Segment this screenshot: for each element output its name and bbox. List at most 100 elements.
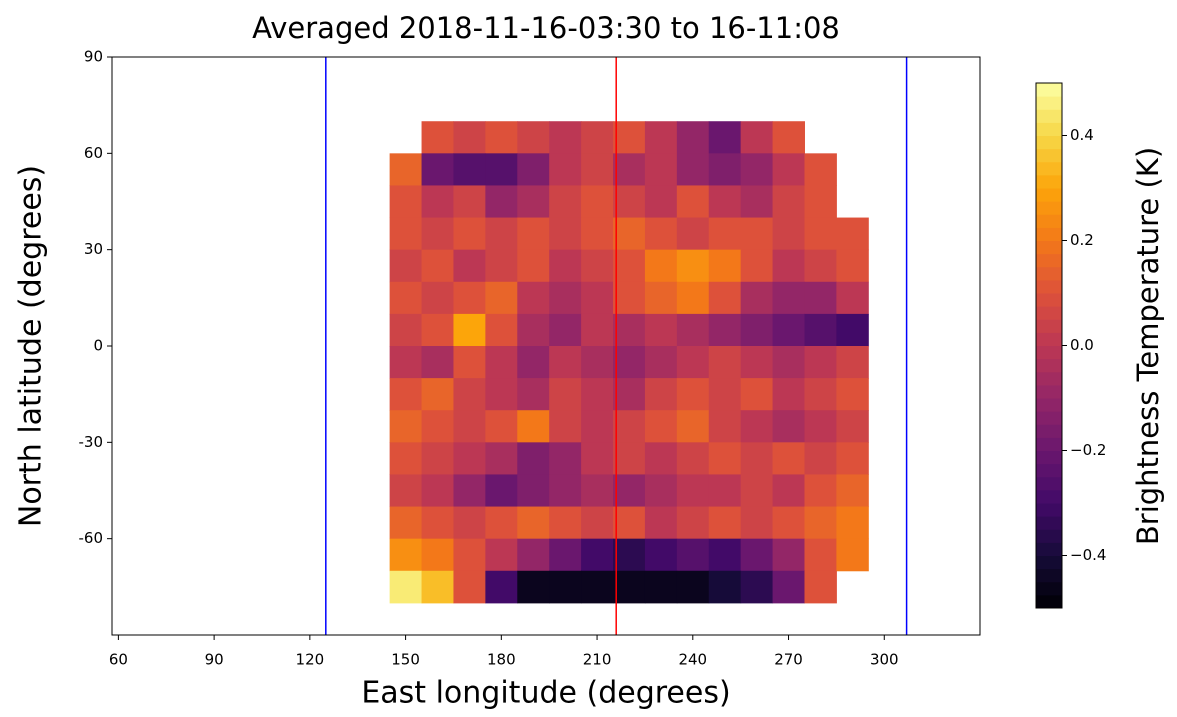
heat-cell <box>613 346 646 379</box>
heat-cell <box>772 538 805 572</box>
heat-cell <box>485 249 518 283</box>
colorbar-band <box>1036 581 1062 596</box>
heat-cell <box>485 153 518 186</box>
heat-cell <box>485 281 518 315</box>
heat-cell <box>676 217 710 251</box>
colorbar-band <box>1036 463 1062 478</box>
x-tick-label: 90 <box>205 651 224 669</box>
heat-cell <box>676 506 710 540</box>
heat-cell <box>804 410 837 443</box>
colorbar-label: Brightness Temperature (K) <box>1131 147 1165 545</box>
heat-cell <box>581 570 614 604</box>
heat-cell <box>389 474 423 508</box>
heat-cell <box>708 570 742 604</box>
colorbar-band <box>1036 424 1062 438</box>
heat-cell <box>772 506 805 540</box>
heat-cell <box>836 346 869 379</box>
heat-cell <box>708 185 742 219</box>
colorbar-band <box>1036 253 1062 268</box>
heat-cell <box>581 313 614 347</box>
heat-cell <box>772 570 805 604</box>
heat-cell <box>676 121 710 154</box>
heat-cell <box>581 121 614 154</box>
heat-cell <box>644 570 678 604</box>
heat-cell <box>485 378 518 411</box>
heat-cell <box>804 538 837 572</box>
heat-cell <box>613 249 646 283</box>
heat-cell <box>485 185 518 219</box>
heat-cell <box>644 346 678 379</box>
heat-cell <box>517 313 550 347</box>
heat-cell <box>708 217 742 251</box>
heat-cell <box>740 410 774 443</box>
heat-cell <box>708 506 742 540</box>
heat-cell <box>644 313 678 347</box>
heat-cell <box>421 506 454 540</box>
heat-cell <box>389 281 423 315</box>
heat-cell <box>485 121 518 154</box>
heat-cell <box>644 153 678 186</box>
heat-cell <box>740 217 774 251</box>
heat-cell <box>836 217 869 251</box>
x-tick-label: 150 <box>391 651 420 669</box>
heat-cell <box>708 346 742 379</box>
heat-cell <box>772 281 805 315</box>
heat-cell <box>421 346 454 379</box>
colorbar-band <box>1036 437 1062 451</box>
heat-cell <box>517 570 550 604</box>
heat-cell <box>772 313 805 347</box>
heat-cell <box>740 442 774 475</box>
heat-cell <box>740 185 774 219</box>
heat-cell <box>517 474 550 508</box>
heat-cell <box>421 474 454 508</box>
colorbar-band <box>1036 503 1062 517</box>
heat-cell <box>804 153 837 186</box>
x-tick-label: 270 <box>774 651 803 669</box>
heat-cell <box>772 121 805 154</box>
heat-cell <box>644 538 678 572</box>
colorbar-tick-label: −0.4 <box>1070 546 1106 564</box>
heat-cell <box>549 153 582 186</box>
heat-cell <box>517 346 550 379</box>
colorbar-band <box>1036 174 1062 189</box>
heat-cell <box>517 281 550 315</box>
heat-cell <box>772 442 805 475</box>
heat-cell <box>389 249 423 283</box>
colorbar-band <box>1036 319 1062 333</box>
heat-cell <box>421 442 454 475</box>
heat-cell <box>708 313 742 347</box>
heat-cell <box>421 538 454 572</box>
heat-cell <box>453 185 486 219</box>
colorbar-band <box>1036 83 1062 97</box>
heat-cell <box>421 249 454 283</box>
heat-cell <box>453 249 486 283</box>
x-tick-label: 60 <box>109 651 128 669</box>
heat-cell <box>836 538 869 572</box>
heat-cell <box>613 281 646 315</box>
heat-cell <box>772 346 805 379</box>
heat-cell <box>581 506 614 540</box>
colorbar-band <box>1036 214 1062 228</box>
heat-cell <box>453 346 486 379</box>
colorbar-band <box>1036 345 1062 360</box>
heat-cell <box>740 121 774 154</box>
heat-cell <box>453 474 486 508</box>
heat-cell <box>389 442 423 475</box>
x-tick-label: 300 <box>870 651 899 669</box>
heat-cell <box>644 474 678 508</box>
heat-cell <box>676 378 710 411</box>
heat-cell <box>517 538 550 572</box>
heat-cell <box>708 121 742 154</box>
heat-cell <box>581 217 614 251</box>
heat-cell <box>676 249 710 283</box>
heat-cell <box>421 281 454 315</box>
colorbar-band <box>1036 411 1062 425</box>
heat-cell <box>836 249 869 283</box>
colorbar-tick-label: 0.0 <box>1070 336 1094 354</box>
heat-cell <box>485 474 518 508</box>
colorbar-band <box>1036 516 1062 530</box>
heat-cell <box>549 538 582 572</box>
colorbar-band <box>1036 96 1062 110</box>
heat-cell <box>644 281 678 315</box>
heat-cell <box>740 538 774 572</box>
